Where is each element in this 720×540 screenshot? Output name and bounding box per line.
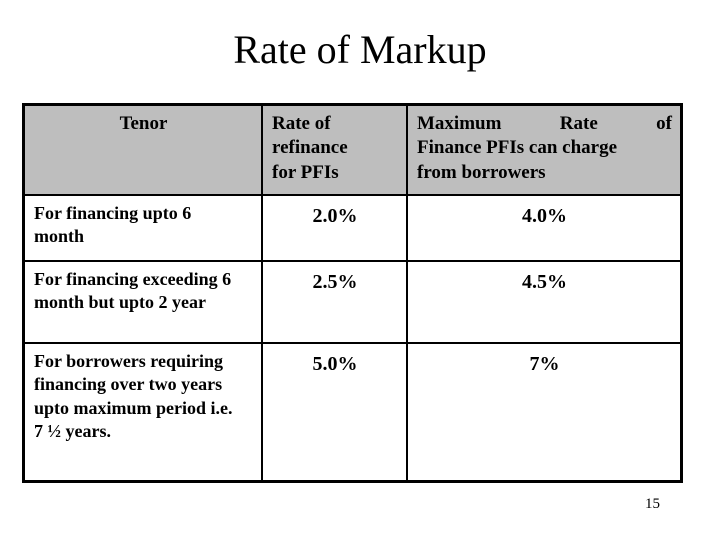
row-1-tenor: For financing upto 6 month <box>25 196 263 262</box>
row-2-refinance-rate: 2.5% <box>263 262 408 344</box>
row-1-max-rate: 4.0% <box>408 196 680 262</box>
row-3-refinance-rate: 5.0% <box>263 344 408 480</box>
row-2-tenor: For financing exceeding 6 month but upto… <box>25 262 263 344</box>
header-cell-tenor: Tenor <box>25 106 263 196</box>
row-2-max-rate: 4.5% <box>408 262 680 344</box>
row-3-max-rate: 7% <box>529 353 560 375</box>
row-3-tenor: For borrowers requiring financing over t… <box>25 344 263 480</box>
header-cell-max-rate: Maximum Rate of Finance PFIs can charge … <box>408 106 680 196</box>
row-1-refinance-rate: 2.0% <box>263 196 408 262</box>
header-max-rate-line-1: Maximum Rate of <box>417 113 672 134</box>
header-cell-refinance-rate: Rate of refinance for PFIs <box>263 106 408 196</box>
header-max-rate-line-3: from borrowers <box>417 161 546 183</box>
slide-title: Rate of Markup <box>233 27 487 72</box>
page-number: 15 <box>645 496 660 512</box>
header-max-rate-line-2: Finance PFIs can charge <box>417 137 618 159</box>
rate-of-markup-table: Tenor Rate of refinance for PFIs Maximum… <box>22 103 683 483</box>
